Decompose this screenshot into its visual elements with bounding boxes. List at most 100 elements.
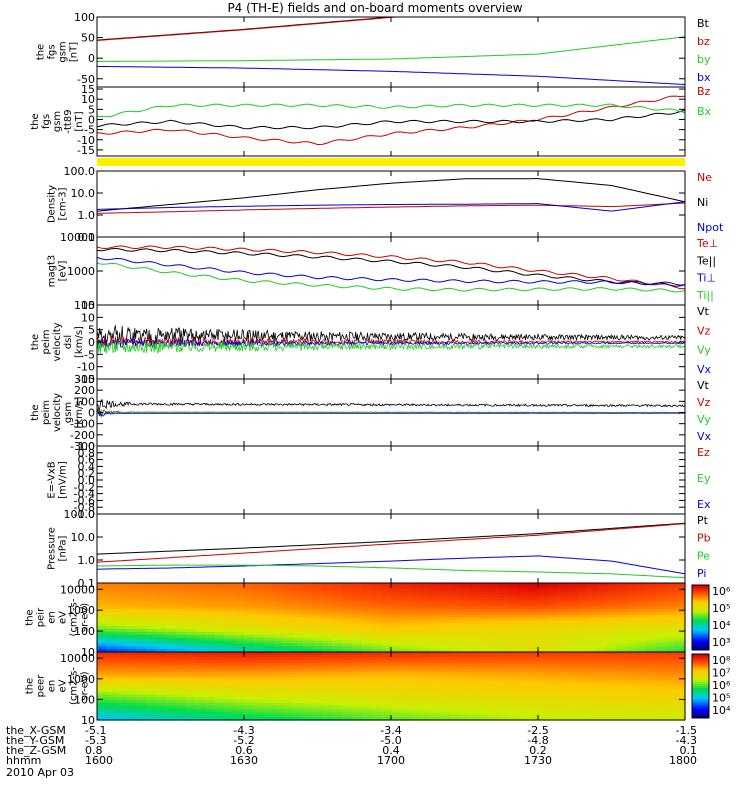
- heatmap-cell: [449, 649, 461, 653]
- heatmap-cell: [361, 629, 372, 633]
- heatmap-cell: [489, 666, 500, 670]
- colorbar-segment: [692, 711, 709, 715]
- heatmap-cell: [547, 585, 559, 590]
- heatmap-cell: [479, 717, 490, 721]
- heatmap-cell: [557, 714, 568, 718]
- heatmap-cell: [195, 631, 206, 636]
- heatmap-cell: [606, 597, 617, 601]
- heatmap-cell: [302, 705, 314, 710]
- heatmap-cell: [596, 677, 608, 681]
- heatmap-cell: [665, 600, 676, 604]
- heatmap-cell: [253, 688, 265, 693]
- heatmap-cell: [351, 643, 363, 647]
- heatmap-cell: [371, 643, 382, 647]
- heatmap-cell: [361, 666, 372, 670]
- heatmap-cell: [332, 623, 343, 627]
- heatmap-cell: [459, 600, 470, 604]
- colorbar-segment: [692, 602, 709, 605]
- heatmap-cell: [400, 705, 412, 710]
- heatmap-cell: [116, 705, 127, 710]
- heatmap-cell: [312, 697, 323, 701]
- heatmap-cell: [410, 703, 421, 707]
- heatmap-cell: [400, 711, 412, 715]
- y-axis-label: eV: [58, 611, 69, 624]
- heatmap-cell: [234, 660, 245, 664]
- colorbar-segment: [692, 707, 709, 710]
- heatmap-cell: [136, 591, 147, 596]
- heatmap-cell: [253, 677, 265, 681]
- heatmap-cell: [557, 674, 568, 679]
- heatmap-cell: [155, 683, 167, 687]
- heatmap-cell: [528, 600, 539, 604]
- heatmap-cell: [234, 631, 245, 636]
- heatmap-cell: [224, 654, 235, 659]
- heatmap-cell: [616, 686, 627, 690]
- heatmap-cell: [302, 634, 314, 639]
- heatmap-cell: [547, 714, 559, 718]
- y-axis-label: peer: [36, 674, 47, 698]
- heatmap-cell: [538, 597, 549, 601]
- heatmap-cell: [351, 606, 363, 610]
- heatmap-cell: [440, 629, 451, 633]
- heatmap-cell: [204, 654, 216, 659]
- heatmap-cell: [204, 585, 216, 590]
- heatmap-cell: [430, 617, 441, 621]
- heatmap-cell: [440, 646, 451, 650]
- heatmap-cell: [116, 717, 127, 721]
- colorbar-segment: [692, 686, 709, 689]
- heatmap-cell: [636, 717, 647, 721]
- heatmap-cell: [136, 603, 147, 607]
- heatmap-cell: [645, 585, 657, 590]
- heatmap-cell: [655, 617, 666, 621]
- heatmap-cell: [410, 697, 421, 701]
- heatmap-cell: [665, 629, 676, 633]
- heatmap-cell: [126, 600, 137, 604]
- y-tick-label: 1.0: [78, 209, 96, 222]
- heatmap-cell: [185, 646, 196, 650]
- heatmap-cell: [312, 611, 323, 616]
- heatmap-cell: [155, 700, 167, 704]
- heatmap-cell: [655, 657, 666, 662]
- heatmap-cell: [479, 603, 490, 607]
- heatmap-cell: [430, 626, 441, 630]
- heatmap-cell: [204, 674, 216, 679]
- heatmap-cell: [557, 600, 568, 604]
- heatmap-cell: [606, 686, 617, 690]
- heatmap-cell: [204, 626, 216, 630]
- heatmap-cell: [332, 666, 343, 670]
- heatmap-cell: [469, 603, 480, 607]
- heatmap-cell: [557, 646, 568, 650]
- heatmap-cell: [577, 591, 588, 596]
- heatmap-cell: [626, 697, 637, 701]
- heatmap-cell: [626, 626, 637, 630]
- heatmap-cell: [665, 646, 676, 650]
- heatmap-cell: [361, 611, 372, 616]
- heatmap-cell: [587, 694, 598, 698]
- heatmap-cell: [557, 700, 568, 704]
- heatmap-cell: [116, 611, 127, 616]
- heatmap-cell: [616, 597, 627, 601]
- heatmap-cell: [410, 640, 421, 644]
- heatmap-cell: [577, 623, 588, 627]
- heatmap-cell: [136, 637, 147, 642]
- heatmap-cell: [195, 623, 206, 627]
- heatmap-cell: [106, 680, 118, 684]
- heatmap-cell: [165, 600, 176, 604]
- heatmap-cell: [97, 686, 108, 690]
- heatmap-cell: [293, 669, 304, 673]
- heatmap-cell: [302, 600, 314, 604]
- heatmap-cell: [185, 617, 196, 621]
- heatmap-cell: [410, 671, 421, 676]
- colorbar-segment: [692, 683, 709, 687]
- heatmap-cell: [400, 623, 412, 627]
- heatmap-cell: [430, 671, 441, 676]
- heatmap-cell: [547, 649, 559, 653]
- heatmap-cell: [655, 597, 666, 601]
- heatmap-cell: [146, 606, 157, 610]
- y-tick-label: 5: [88, 324, 95, 337]
- heatmap-cell: [606, 583, 617, 587]
- heatmap-cell: [283, 688, 294, 693]
- heatmap-cell: [273, 686, 284, 690]
- heatmap-cell: [626, 583, 637, 587]
- heatmap-cell: [234, 600, 245, 604]
